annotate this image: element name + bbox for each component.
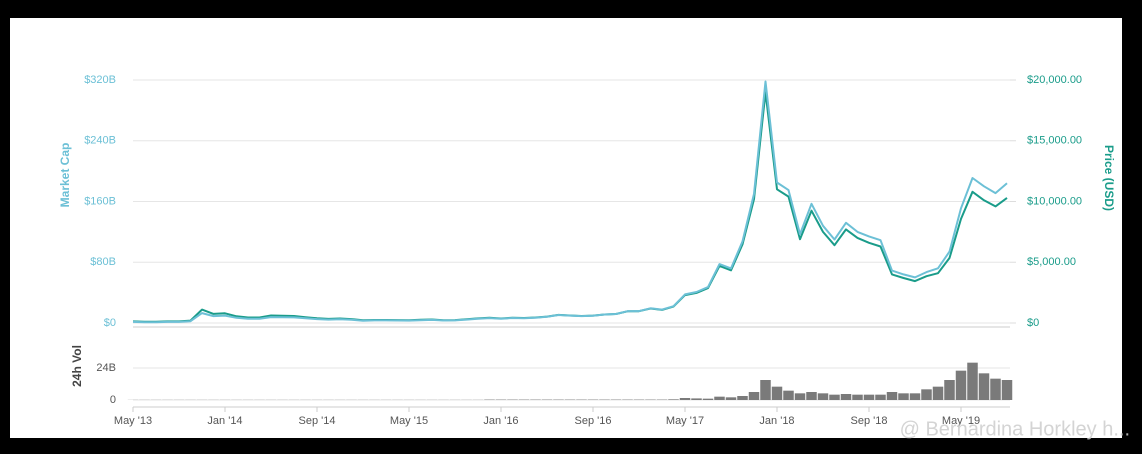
volume-axis-title: 24h Vol <box>70 345 84 387</box>
y-tick-label: $0 <box>104 317 116 329</box>
volume-bar <box>932 386 944 400</box>
volume-bar <box>944 380 955 400</box>
y-tick-label: 24B <box>96 362 116 374</box>
volume-bar <box>886 392 898 400</box>
volume-bar <box>967 362 978 400</box>
volume-bar <box>679 398 691 400</box>
volume-bar <box>806 392 817 400</box>
volume-bar <box>691 398 702 400</box>
x-tick-label: Jan '18 <box>759 415 794 427</box>
series-line <box>132 80 1008 324</box>
y-tick-label: $80B <box>90 256 116 268</box>
volume-bar <box>760 380 771 400</box>
volume-bar <box>840 394 852 400</box>
volume-bar <box>898 393 909 400</box>
y2-tick-label: $20,000.00 <box>1027 74 1082 86</box>
volume-bar <box>990 378 1001 400</box>
volume-bar <box>863 394 875 400</box>
volume-bar <box>794 393 806 400</box>
volume-bar <box>978 373 990 400</box>
volume-bar <box>955 370 967 400</box>
volume-bar <box>702 398 714 400</box>
volume-bar <box>921 389 932 400</box>
y2-tick-label: $10,000.00 <box>1027 195 1082 207</box>
volume-bar <box>829 394 840 400</box>
y-tick-label: $320B <box>84 74 116 86</box>
y2-tick-label: $5,000.00 <box>1027 256 1076 268</box>
volume-bar <box>783 390 794 400</box>
volume-bar <box>725 397 737 400</box>
volume-bar <box>817 393 829 400</box>
watermark: @ Bernardina Horkley h... <box>900 418 1130 440</box>
x-tick-label: Jan '16 <box>483 415 518 427</box>
volume-bar <box>852 394 863 400</box>
y-tick-label: 0 <box>110 394 116 406</box>
y2-tick-label: $0 <box>1027 317 1039 329</box>
x-tick-label: Sep '18 <box>851 415 888 427</box>
volume-bar <box>714 396 725 400</box>
volume-bar <box>875 394 886 400</box>
y2-axis-title: Price (USD) <box>1102 145 1116 211</box>
x-tick-label: May '17 <box>666 415 704 427</box>
y-axis-title: Market Cap <box>58 143 72 208</box>
x-tick-label: May '13 <box>114 415 152 427</box>
x-tick-label: Sep '16 <box>575 415 612 427</box>
volume-bar <box>771 386 783 400</box>
y-tick-label: $160B <box>84 195 116 207</box>
volume-bar <box>668 399 679 400</box>
y2-tick-label: $15,000.00 <box>1027 135 1082 147</box>
x-tick-label: Sep '14 <box>299 415 336 427</box>
x-tick-label: Jan '14 <box>207 415 242 427</box>
volume-bar <box>748 392 760 400</box>
x-tick-label: May '19 <box>942 415 980 427</box>
volume-bar <box>737 396 748 400</box>
volume-bar <box>909 393 921 400</box>
volume-bar <box>1001 380 1013 400</box>
x-tick-label: May '15 <box>390 415 428 427</box>
y-tick-label: $240B <box>84 135 116 147</box>
